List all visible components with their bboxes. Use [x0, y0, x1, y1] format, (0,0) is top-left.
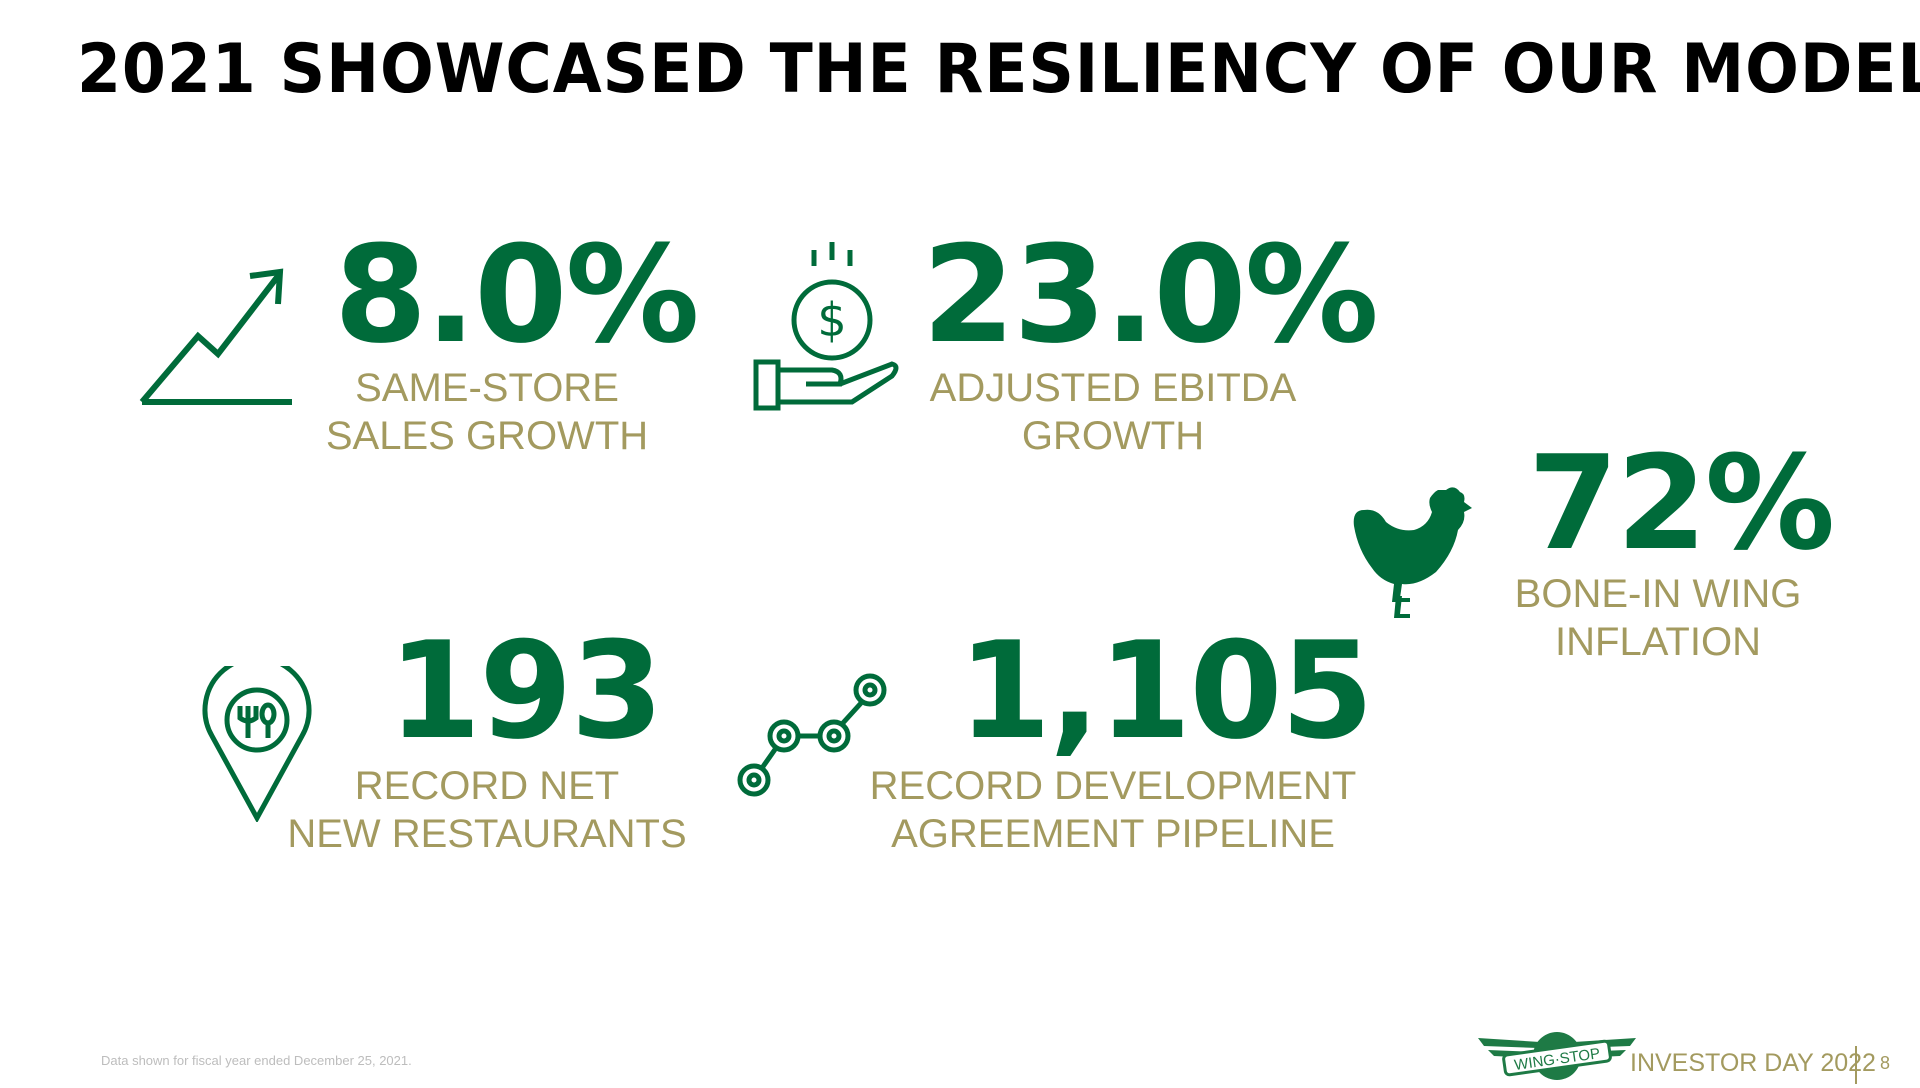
stat-value-bone-in-wing-inflation: 72% — [1528, 427, 1835, 579]
label-line: GROWTH — [1021, 414, 1205, 458]
stat-label-adjusted-ebitda: ADJUSTED EBITDA GROWTH — [930, 364, 1297, 460]
stat-value-development-pipeline: 1,105 — [958, 613, 1374, 769]
stat-value-net-new-restaurants: 193 — [388, 613, 664, 769]
svg-text:$: $ — [817, 293, 846, 347]
label-line: RECORD NET — [354, 764, 620, 808]
stat-value-same-store-sales: 8.0% — [334, 217, 700, 373]
label-line: SAME-STORE — [355, 366, 619, 410]
label-line: BONE-IN WING — [1514, 572, 1802, 616]
label-line: ADJUSTED EBITDA — [929, 366, 1297, 410]
stat-label-development-pipeline: RECORD DEVELOPMENT AGREEMENT PIPELINE — [870, 762, 1357, 858]
footnote: Data shown for fiscal year ended Decembe… — [101, 1053, 412, 1068]
label-line: SALES GROWTH — [325, 414, 649, 458]
money-in-hand-icon: $ — [753, 242, 899, 411]
pipeline-nodes-icon — [737, 673, 887, 797]
restaurant-location-pin-icon — [202, 666, 312, 822]
label-line: INFLATION — [1555, 620, 1761, 664]
trending-up-arrow-icon — [139, 268, 292, 405]
wingstop-logo: WING·STOP — [1478, 1032, 1636, 1080]
label-line: NEW RESTAURANTS — [287, 812, 687, 856]
event-name: INVESTOR DAY 2022 — [1630, 1049, 1876, 1077]
stat-label-same-store-sales: SAME-STORE SALES GROWTH — [326, 364, 648, 460]
page-number: 8 — [1880, 1053, 1891, 1073]
footer-divider — [1855, 1046, 1857, 1084]
chicken-icon — [1353, 487, 1472, 618]
page-title: 2021 SHOWCASED THE RESILIENCY OF OUR MOD… — [77, 30, 1920, 109]
stat-label-net-new-restaurants: RECORD NET NEW RESTAURANTS — [287, 762, 686, 858]
stat-value-adjusted-ebitda: 23.0% — [922, 217, 1379, 373]
stat-label-bone-in-wing-inflation: BONE-IN WING INFLATION — [1515, 570, 1802, 666]
label-line: AGREEMENT PIPELINE — [891, 812, 1335, 856]
label-line: RECORD DEVELOPMENT — [869, 764, 1357, 808]
